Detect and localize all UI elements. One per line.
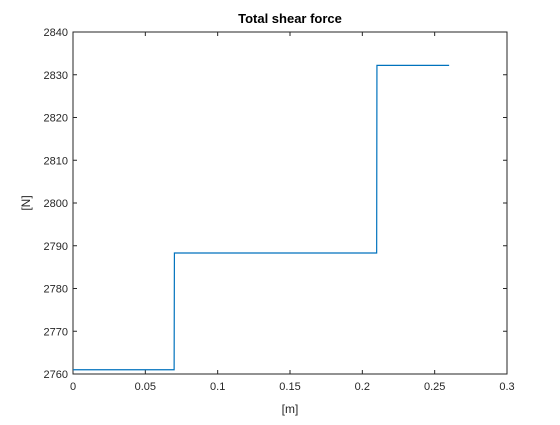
y-tick-label: 2770 <box>44 326 68 338</box>
chart-title: Total shear force <box>238 11 342 26</box>
series-line <box>73 64 450 371</box>
y-tick-label: 2800 <box>44 198 68 210</box>
y-tick-label: 2820 <box>44 113 68 125</box>
y-tick-label: 2780 <box>44 284 68 296</box>
y-tick-label: 2760 <box>44 369 68 381</box>
y-axis-label: [N] <box>19 195 33 210</box>
y-tick-label: 2840 <box>44 27 68 39</box>
x-tick-label: 0.05 <box>135 381 156 393</box>
x-tick-label: 0.25 <box>424 381 445 393</box>
y-tick-label: 2790 <box>44 241 68 253</box>
x-tick-label: 0.1 <box>210 381 225 393</box>
plot-area: 0 0.05 0.1 0.15 0.2 0.25 0.3 2760 2770 2780 2790 28… <box>44 27 515 393</box>
y-tick-label: 2830 <box>44 70 68 82</box>
x-axis-label: [m] <box>282 402 299 416</box>
y-tick-label: 2810 <box>44 155 68 167</box>
axes-box <box>72 31 508 375</box>
x-tick-label: 0.2 <box>355 381 370 393</box>
x-tick-label: 0 <box>70 381 76 393</box>
x-tick-label: 0.15 <box>279 381 300 393</box>
x-tick-label: 0.3 <box>499 381 514 393</box>
